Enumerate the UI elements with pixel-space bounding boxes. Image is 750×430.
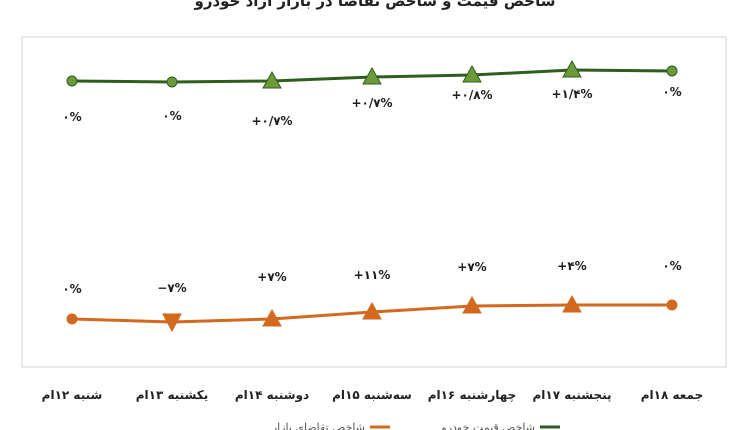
series-0-data-label-2: +۰/۷% bbox=[251, 114, 292, 128]
series-0-point-4 bbox=[462, 64, 482, 83]
series-1-data-label-5: +۴% bbox=[557, 259, 586, 273]
series-0-point-0 bbox=[66, 75, 78, 87]
x-tick-label-3: سه‌شنبه ۱۵ام bbox=[332, 388, 412, 403]
series-0-point-5 bbox=[562, 59, 582, 78]
series-0-data-label-6: ۰% bbox=[662, 85, 681, 99]
chart-marks: ۰% ۰% +۰/۷% +۰/۷% +۰/۸% +۱/۴% ۰% ۰% −۷% +۷% +۱۱% +۷… bbox=[62, 59, 682, 333]
series-0-point-1 bbox=[166, 76, 178, 88]
series-0-data-label-4: +۰/۸% bbox=[451, 88, 492, 102]
legend-label-1: شاخص تقاضای بازار bbox=[271, 421, 365, 430]
series-1-data-label-2: +۷% bbox=[257, 270, 286, 284]
x-tick-label-1: یکشنبه ۱۳ام bbox=[136, 388, 209, 403]
x-tick-label-6: جمعه ۱۸ام bbox=[641, 388, 704, 403]
series-1-data-label-0: ۰% bbox=[62, 282, 81, 296]
x-tick-label-4: چهارشنبه ۱۶ام bbox=[428, 388, 517, 403]
series-1-point-2 bbox=[262, 308, 282, 327]
series-0-point-3 bbox=[362, 66, 382, 85]
series-1-data-label-3: +۱۱% bbox=[354, 268, 391, 282]
series-0-data-label-5: +۱/۴% bbox=[551, 87, 592, 101]
series-0-point-6 bbox=[666, 65, 678, 77]
series-0-data-label-3: +۰/۷% bbox=[351, 96, 392, 110]
series-0-point-2 bbox=[262, 70, 282, 89]
series-1-point-4 bbox=[462, 295, 482, 314]
series-1-data-label-6: ۰% bbox=[662, 259, 681, 273]
x-axis-ticks: شنبه ۱۲ام یکشنبه ۱۳ام دوشنبه ۱۴ام سه‌شنبه ۱… bbox=[42, 388, 704, 403]
series-0-data-label-0: ۰% bbox=[62, 110, 81, 124]
series-0-data-label-1: ۰% bbox=[162, 109, 181, 123]
x-tick-label-2: دوشنبه ۱۴ام bbox=[235, 388, 309, 403]
series-1-point-1 bbox=[162, 313, 182, 333]
legend: شاخص قیمت خودرو شاخص تقاضای بازار bbox=[271, 421, 560, 430]
x-tick-label-5: پنجشنبه ۱۷ام bbox=[532, 388, 611, 403]
series-1-data-label-4: +۷% bbox=[457, 260, 486, 274]
series-1-data-label-1: −۷% bbox=[157, 281, 186, 295]
series-1-point-6 bbox=[666, 299, 678, 311]
series-1-point-3 bbox=[362, 301, 382, 320]
chart-title: شاخص قیمت و شاخص تقاضا در بازار آزاد خود… bbox=[194, 0, 556, 10]
legend-label-0: شاخص قیمت خودرو bbox=[440, 421, 535, 430]
series-1-point-0 bbox=[66, 313, 78, 325]
series-1-point-5 bbox=[562, 294, 582, 313]
x-tick-label-0: شنبه ۱۲ام bbox=[42, 388, 103, 403]
